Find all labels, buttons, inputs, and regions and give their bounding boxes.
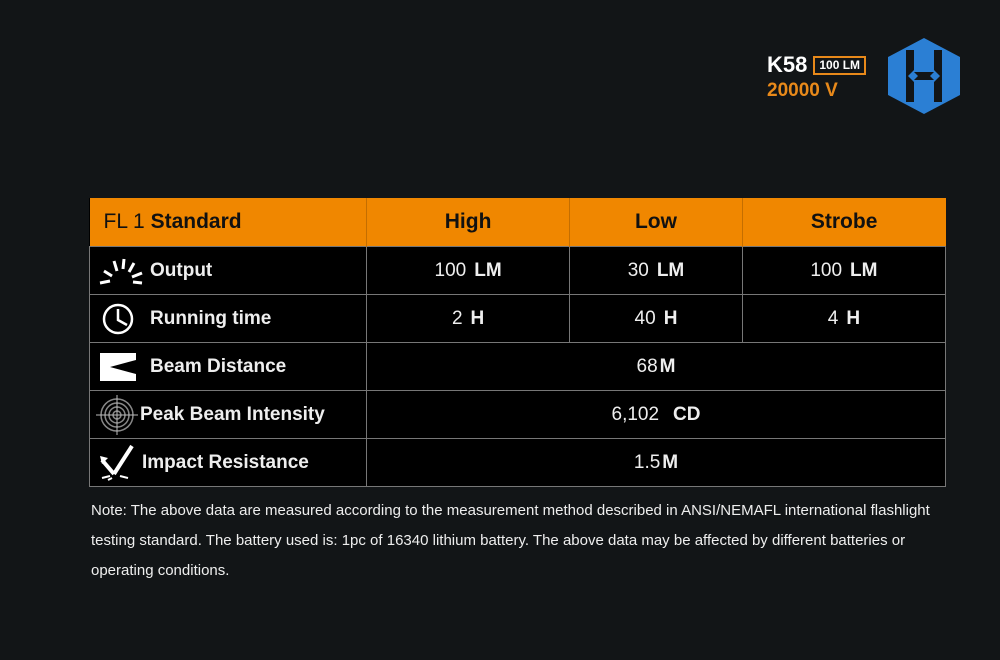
table-row: Impact Resistance 1.5 M bbox=[89, 438, 946, 487]
light-burst-icon bbox=[99, 258, 143, 284]
beam-icon bbox=[100, 352, 136, 381]
col-low: Low bbox=[569, 198, 743, 247]
col-strobe: Strobe bbox=[742, 198, 946, 247]
measurement-note: Note: The above data are measured accord… bbox=[91, 502, 930, 579]
model-name: K58 bbox=[767, 52, 808, 77]
table-row: Output 100 LM 30 LM 100 LM bbox=[89, 246, 947, 295]
row-label: Output bbox=[150, 259, 213, 281]
row-label: Impact Resistance bbox=[142, 451, 309, 473]
table-row: Beam Distance 68 M bbox=[89, 342, 946, 391]
target-icon bbox=[96, 394, 138, 435]
mode-title: Standard bbox=[150, 210, 242, 233]
voltage-label: 20000 V bbox=[767, 80, 838, 101]
table-header: FL 1 Standard High Low Strobe bbox=[89, 198, 946, 247]
col-high: High bbox=[366, 198, 571, 247]
mode-prefix: FL 1 bbox=[103, 210, 145, 233]
table-row: Peak Beam Intensity 6,102 CD bbox=[89, 390, 946, 439]
row-label: Peak Beam Intensity bbox=[140, 403, 325, 425]
row-label: Beam Distance bbox=[150, 355, 287, 377]
row-label: Running time bbox=[150, 307, 272, 329]
lumen-badge: 100 LM bbox=[813, 55, 867, 75]
spec-table: FL 1 Standard High Low Strobe Output 100… bbox=[89, 198, 947, 487]
impact-icon bbox=[100, 444, 134, 481]
brand-block: K58 100 LM 20000 V bbox=[767, 52, 867, 102]
brand-logo-icon bbox=[888, 38, 960, 114]
clock-icon bbox=[102, 303, 134, 334]
